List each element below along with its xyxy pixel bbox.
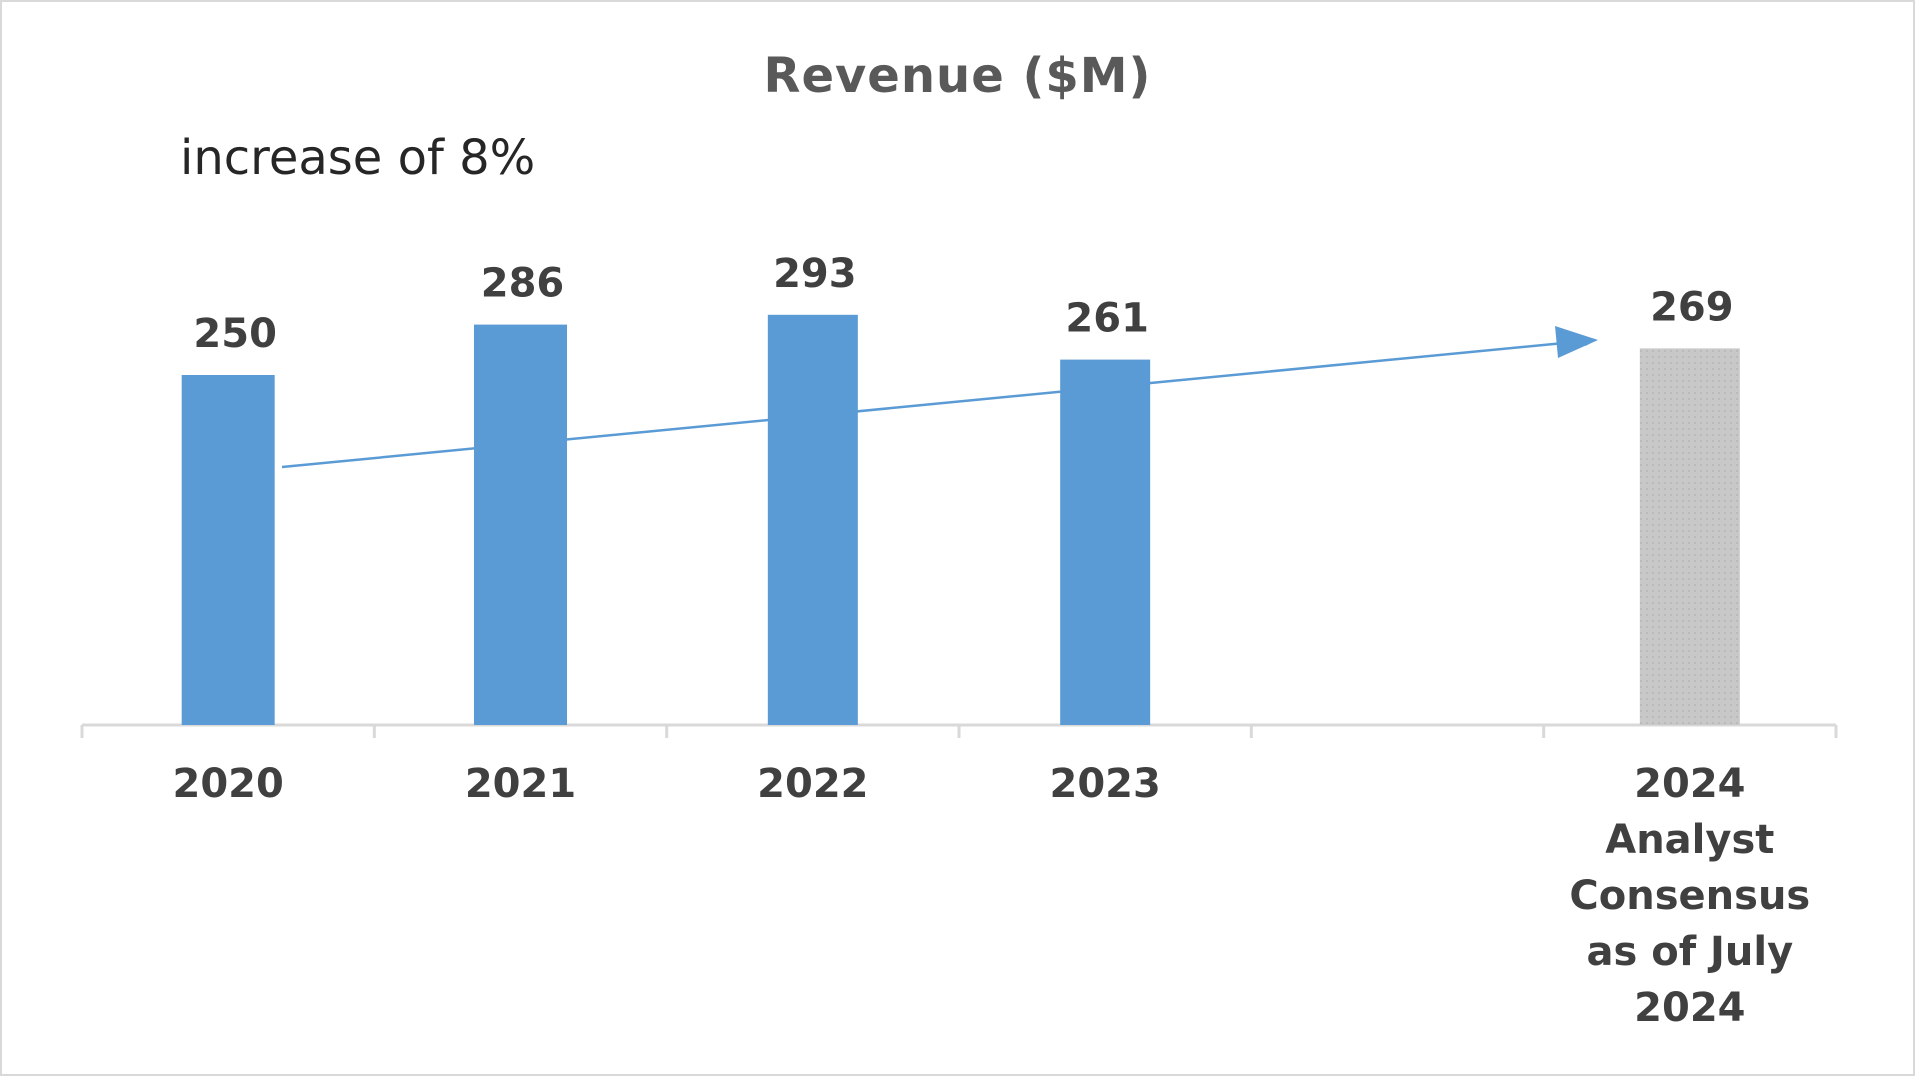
x-tick-label: 2020 xyxy=(173,761,284,807)
data-label: 293 xyxy=(773,251,857,297)
bar-2020 xyxy=(181,375,275,725)
trend-annotation: increase of 8% xyxy=(180,130,536,186)
bar-2021 xyxy=(474,324,567,725)
chart-title: Revenue ($M) xyxy=(763,48,1152,104)
bar-2024-forecast xyxy=(1639,348,1740,725)
trend-arrow xyxy=(281,335,1597,469)
x-tick-label: 2021 xyxy=(465,761,576,807)
x-tick-label: 2023 xyxy=(1050,761,1161,807)
bar-2023 xyxy=(1060,359,1151,725)
data-label: 261 xyxy=(1065,296,1149,342)
bar-2022 xyxy=(767,314,858,725)
data-label: 286 xyxy=(481,261,565,307)
trend-arrow-head xyxy=(1555,326,1598,358)
data-label: 250 xyxy=(193,311,277,357)
data-label: 269 xyxy=(1650,284,1734,330)
x-tick-label: 2024 Analyst Consensus as of July 2024 xyxy=(1569,761,1810,1031)
x-tick-label: 2022 xyxy=(757,761,868,807)
